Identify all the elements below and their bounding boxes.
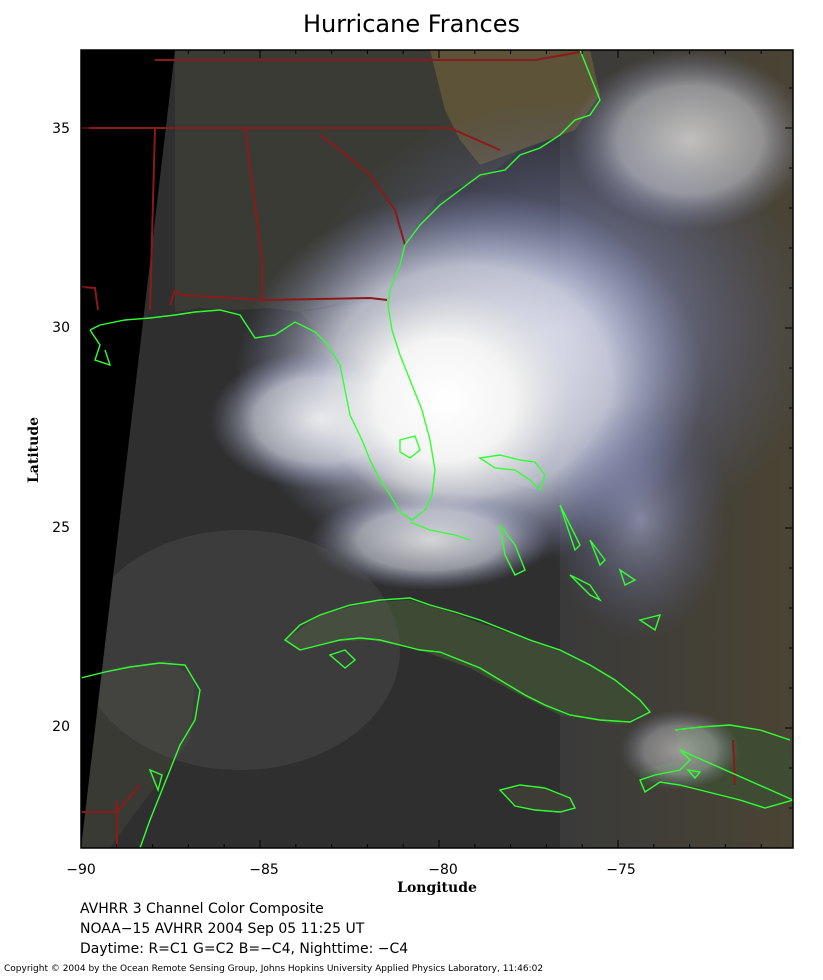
x-tick-labels: −90 −85 −80 −75 <box>66 862 636 878</box>
x-tick-label: −85 <box>249 862 279 878</box>
y-tick-labels: 35 30 25 20 <box>52 121 70 735</box>
cloud-core <box>320 290 570 510</box>
caption-line-3: Daytime: R=C1 G=C2 B=−C4, Nighttime: −C4 <box>80 941 409 957</box>
land-jamaica <box>500 785 575 812</box>
y-tick-label: 35 <box>52 121 70 137</box>
y-tick-label: 30 <box>52 320 70 336</box>
y-tick-label: 20 <box>52 719 70 735</box>
x-tick-label: −75 <box>606 862 636 878</box>
x-tick-label: −90 <box>66 862 96 878</box>
cloud-east-patches <box>550 400 730 640</box>
haze-gulf <box>81 530 400 770</box>
land-yucatan <box>81 660 195 848</box>
caption-line-1: AVHRR 3 Channel Color Composite <box>80 901 324 917</box>
x-axis-label: Longitude <box>397 880 477 896</box>
y-tick-label: 25 <box>52 520 70 536</box>
caption-line-2: NOAA−15 AVHRR 2004 Sep 05 11:25 UT <box>80 921 365 937</box>
x-tick-label: −80 <box>428 862 458 878</box>
cloud-north-east <box>570 50 793 230</box>
map-frame <box>80 49 794 849</box>
y-axis-label: Latitude <box>26 417 42 483</box>
copyright-notice: Copyright © 2004 by the Ocean Remote Sen… <box>4 964 544 974</box>
cloud-south-band <box>310 490 550 590</box>
axis-ticks <box>80 50 793 849</box>
map-imagery <box>81 50 793 848</box>
political-borders <box>81 51 736 848</box>
coastlines <box>81 50 793 848</box>
map-title: Hurricane Frances <box>302 10 521 38</box>
